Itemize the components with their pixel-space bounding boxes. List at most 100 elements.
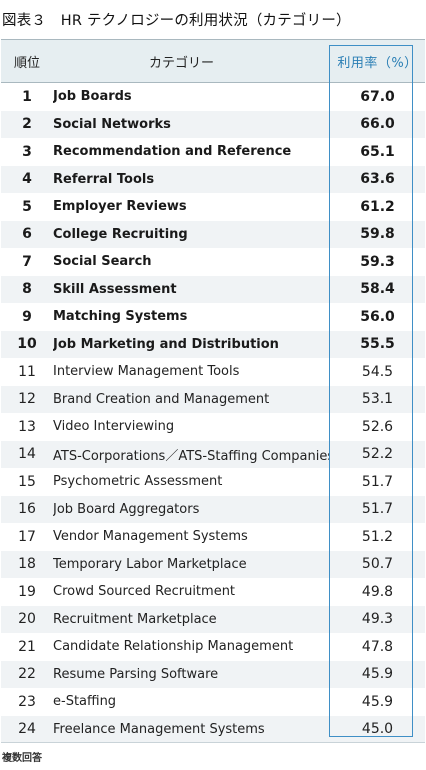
cell-rate: 45.9 [361, 666, 394, 683]
cell-rank: 7 [22, 253, 32, 270]
cell-rate: 51.2 [361, 528, 394, 545]
cell-category: Recommendation and Reference [53, 144, 292, 160]
cell-rank: 18 [18, 556, 36, 573]
cell-rank: 2 [22, 116, 32, 133]
table-row: 17 Vendor Management Systems 51.2 [1, 523, 425, 551]
cell-rate: 58.4 [360, 281, 395, 298]
cell-category: College Recruiting [53, 226, 188, 242]
cell-category: Vendor Management Systems [53, 529, 248, 545]
cell-rank: 10 [17, 336, 37, 353]
cell-category: Recruitment Marketplace [53, 611, 217, 627]
cell-category: Referral Tools [53, 171, 155, 187]
table-header-row: 順位 カテゴリー 利用率（%） [1, 39, 425, 83]
table-row: 13 Video Interviewing 52.6 [1, 413, 425, 441]
cell-category: ATS-Corporations／ATS-Staffing Companies [53, 448, 330, 464]
cell-rate: 47.8 [361, 638, 394, 655]
table-row: 24 Freelance Management Systems 45.0 [1, 715, 425, 743]
cell-category: Job Marketing and Distribution [53, 336, 279, 352]
header-rank: 順位 [13, 55, 40, 71]
table-row: 16 Job Board Aggregators 51.7 [1, 495, 425, 523]
table-row: 4 Referral Tools 63.6 [1, 165, 425, 193]
cell-rank: 21 [18, 638, 36, 655]
table-row: 12 Brand Creation and Management 53.1 [1, 385, 425, 413]
table-row: 15 Psychometric Assessment 51.7 [1, 468, 425, 496]
table-row: 20 Recruitment Marketplace 49.3 [1, 605, 425, 633]
table-row: 6 College Recruiting 59.8 [1, 220, 425, 248]
cell-category: Freelance Management Systems [53, 721, 265, 737]
table-row: 5 Employer Reviews 61.2 [1, 193, 425, 221]
cell-rate: 52.6 [361, 418, 394, 435]
cell-category: Skill Assessment [53, 281, 177, 297]
cell-rank: 17 [18, 528, 36, 545]
cell-rank: 1 [22, 88, 32, 105]
cell-rate: 49.3 [361, 611, 394, 628]
cell-rank: 3 [22, 143, 32, 160]
cell-rate: 59.8 [360, 226, 395, 243]
cell-rank: 6 [22, 226, 32, 243]
cell-rate: 65.1 [360, 143, 395, 160]
cell-category: Psychometric Assessment [53, 474, 223, 490]
cell-rank: 5 [22, 198, 32, 215]
cell-rate: 67.0 [360, 88, 395, 105]
table-body: 1 Job Boards 67.0 2 Social Networks 66.0 3 Reco… [1, 83, 425, 743]
table-row: 18 Temporary Labor Marketplace 50.7 [1, 550, 425, 578]
cell-rank: 12 [18, 391, 36, 408]
cell-category: Crowd Sourced Recruitment [53, 584, 236, 600]
cell-category: Job Boards [53, 89, 132, 105]
header-category: カテゴリー [148, 55, 214, 71]
cell-rank: 15 [18, 473, 36, 490]
cell-rank: 11 [18, 363, 36, 380]
cell-rate: 49.8 [361, 583, 394, 600]
table-row: 3 Recommendation and Reference 65.1 [1, 138, 425, 166]
table-row: 7 Social Search 59.3 [1, 248, 425, 276]
table-row: 19 Crowd Sourced Recruitment 49.8 [1, 578, 425, 606]
cell-rate: 56.0 [360, 308, 395, 325]
cell-category: Job Board Aggregators [53, 501, 200, 517]
table-row: 14 ATS-Corporations／ATS-Staffing Companie… [1, 440, 425, 468]
cell-rank: 20 [18, 611, 36, 628]
cell-rate: 53.1 [361, 391, 394, 408]
cell-category: Candidate Relationship Management [53, 639, 294, 655]
cell-rate: 45.0 [361, 721, 394, 738]
cell-rate: 66.0 [360, 116, 395, 133]
cell-rank: 8 [22, 281, 32, 298]
cell-rank: 16 [18, 501, 36, 518]
cell-rate: 63.6 [360, 171, 395, 188]
figure-title: 図表３ HR テクノロジーの利用状況（カテゴリー） [2, 13, 351, 29]
table-row: 11 Interview Management Tools 54.5 [1, 358, 425, 386]
cell-category: Interview Management Tools [53, 364, 240, 380]
cell-category: e-Staffing [53, 694, 117, 710]
cell-category: Social Search [53, 254, 152, 270]
cell-rate: 50.7 [361, 556, 394, 573]
header-rate: 利用率（%） [337, 55, 418, 71]
cell-rate: 55.5 [360, 336, 395, 353]
cell-rate: 45.9 [361, 693, 394, 710]
cell-rate: 52.2 [361, 446, 394, 463]
cell-rank: 24 [18, 721, 36, 738]
cell-category: Matching Systems [53, 309, 188, 325]
table-row: 22 Resume Parsing Software 45.9 [1, 660, 425, 688]
cell-rank: 4 [22, 171, 32, 188]
table-row: 10 Job Marketing and Distribution 55.5 [1, 330, 425, 358]
cell-rank: 14 [18, 446, 36, 463]
table-row: 23 e-Staffing 45.9 [1, 688, 425, 716]
cell-rank: 13 [18, 418, 36, 435]
cell-category: Social Networks [53, 116, 171, 132]
cell-rate: 54.5 [361, 363, 394, 380]
cell-rank: 19 [18, 583, 36, 600]
cell-rank: 23 [18, 693, 36, 710]
cell-rank: 9 [22, 308, 32, 325]
cell-rate: 61.2 [360, 198, 395, 215]
cell-category: Employer Reviews [53, 199, 187, 215]
table-row: 21 Candidate Relationship Management 47.8 [1, 633, 425, 661]
cell-rank: 22 [18, 666, 36, 683]
cell-rate: 59.3 [360, 253, 395, 270]
cell-category: Video Interviewing [53, 419, 175, 435]
cell-category: Resume Parsing Software [53, 666, 219, 682]
table-row: 1 Job Boards 67.0 [1, 83, 425, 111]
cell-category: Brand Creation and Management [53, 391, 270, 407]
table-row: 8 Skill Assessment 58.4 [1, 275, 425, 303]
cell-rate: 51.7 [361, 473, 394, 490]
cell-rate: 51.7 [361, 501, 394, 518]
footnote: 複数回答 [2, 753, 42, 764]
